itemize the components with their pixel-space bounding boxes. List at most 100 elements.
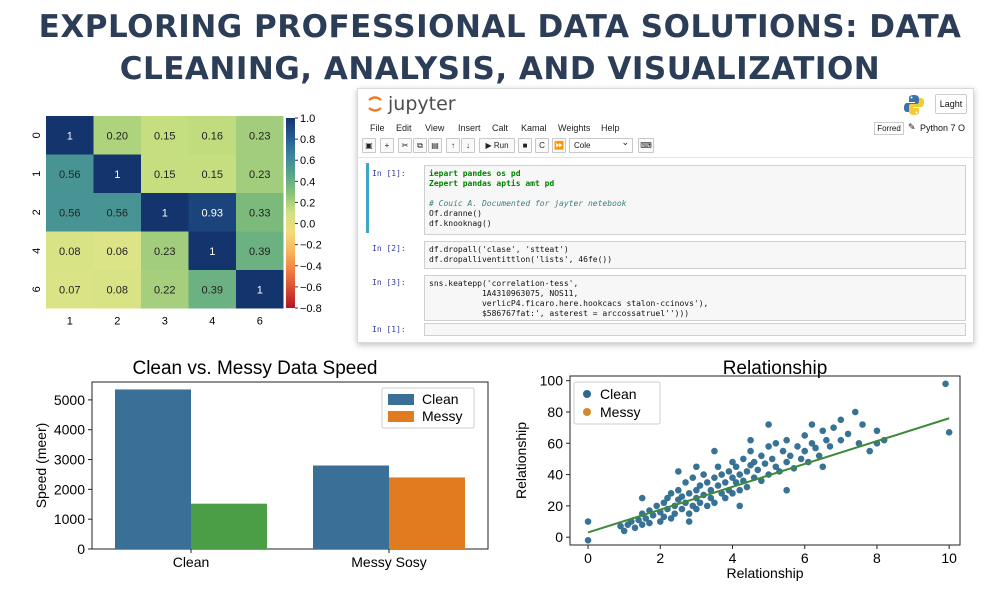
menu-view[interactable]: View — [425, 123, 445, 133]
scatter-point — [703, 502, 711, 510]
jupyter-logo-icon — [368, 96, 382, 112]
code-line: Zepert pandas aptis amt pd — [429, 179, 555, 188]
heatmap-value-label: 0.15 — [154, 169, 175, 181]
heatmap-cell — [141, 231, 189, 270]
code-input[interactable] — [424, 323, 966, 336]
heatmap-cell — [188, 154, 236, 193]
scatter-point — [844, 430, 852, 438]
move-down-icon[interactable]: ↓ — [461, 138, 475, 153]
scatter-x-tick-label: 10 — [941, 550, 957, 566]
menu-file[interactable]: File — [370, 123, 385, 133]
scatter-point — [743, 483, 751, 491]
code-input[interactable]: sns.keatepp('correlation-tess', 1A431096… — [424, 275, 966, 321]
colorbar-tick-label: 0.2 — [300, 197, 315, 209]
scatter-point — [638, 521, 646, 528]
colorbar-tick-label: 0.0 — [300, 219, 315, 231]
scatter-point — [823, 436, 830, 444]
scatter-point — [826, 443, 834, 450]
scatter-point — [772, 439, 780, 447]
colorbar-tick-label: 0.4 — [300, 176, 315, 188]
menu-cell[interactable]: Calt — [492, 123, 509, 133]
colorbar-tick-label: 0.6 — [300, 155, 315, 167]
fast-forward-icon[interactable]: ⏩ — [552, 138, 566, 153]
scatter-point — [707, 494, 715, 502]
scatter-point — [721, 479, 729, 486]
colorbar — [286, 118, 295, 308]
cell-prompt: In [1]: — [372, 325, 406, 334]
add-cell-icon[interactable]: + — [380, 138, 394, 153]
stop-icon[interactable]: ■ — [518, 138, 532, 153]
scatter-point — [707, 486, 715, 494]
scatter-point — [743, 468, 751, 475]
heatmap-value-label: 0.56 — [59, 169, 80, 181]
scatter-point — [779, 447, 787, 455]
scatter-point — [819, 427, 827, 435]
copy-icon[interactable]: ⧉ — [413, 138, 427, 153]
logout-button[interactable]: Laght — [935, 94, 967, 114]
jupyter-toolbar: ▣ + ✂ ⧉ ▤ ↑ ↓ ▶ Run ■ C ⏩ Cole ⌨ — [358, 136, 973, 155]
scatter-point — [685, 510, 693, 518]
scatter-point — [631, 524, 639, 532]
menu-insert[interactable]: Insert — [458, 123, 481, 133]
page-title-line-1: EXPLORING PROFESSIONAL DATA SOLUTIONS: D… — [38, 9, 962, 45]
scatter-point — [855, 439, 863, 447]
scatter-point — [584, 518, 592, 525]
page-title: EXPLORING PROFESSIONAL DATA SOLUTIONS: D… — [0, 6, 1000, 132]
scatter-point — [729, 474, 736, 482]
code-line: 1A4310963075, NOS11, — [429, 289, 579, 298]
scatter-point — [750, 458, 758, 466]
scatter-x-tick-label: 2 — [656, 550, 664, 566]
run-button[interactable]: ▶ Run — [479, 138, 515, 153]
menu-kernel[interactable]: Kamal — [521, 123, 547, 133]
keyboard-icon[interactable]: ⌨ — [638, 138, 654, 153]
fit-line — [587, 417, 950, 534]
heatmap-value-label: 0.22 — [154, 284, 175, 296]
scatter-point — [646, 519, 653, 527]
heatmap-col-label: 2 — [114, 316, 120, 328]
heatmap-value-label: 0.23 — [249, 130, 270, 142]
scatter-point — [942, 380, 949, 388]
heatmap-cell — [188, 270, 236, 309]
cut-icon[interactable]: ✂ — [398, 138, 412, 153]
code-input[interactable]: iepart pandes os pd Zepert pandas aptis … — [424, 165, 966, 235]
scatter-point — [772, 463, 780, 471]
code-line: df.knooknag() — [429, 219, 492, 228]
colorbar-tick-label: −0.8 — [300, 303, 322, 315]
menu-help[interactable]: Help — [601, 123, 620, 133]
colorbar-tick-label: 0.8 — [300, 134, 315, 146]
code-line: sns.keatepp('correlation-tess', — [429, 279, 579, 288]
save-icon[interactable]: ▣ — [362, 138, 376, 153]
legend-swatch — [388, 394, 414, 405]
paste-icon[interactable]: ▤ — [428, 138, 442, 153]
cell-type-select[interactable]: Cole — [569, 136, 633, 153]
heatmap-value-label: 1 — [114, 169, 120, 181]
heatmap-cell — [188, 116, 236, 155]
heatmap-value-label: 0.15 — [202, 169, 223, 181]
scatter-point — [696, 499, 704, 507]
scatter-point — [859, 421, 866, 428]
heatmap-cell — [93, 270, 141, 309]
scatter-point — [873, 427, 881, 435]
heatmap-value-label: 0.23 — [154, 246, 175, 258]
scatter-point — [758, 452, 765, 460]
heatmap-cell — [141, 193, 189, 232]
scatter-point — [837, 436, 845, 444]
code-line: df.dropall('clase', 'stteat') — [429, 245, 569, 254]
move-up-icon[interactable]: ↑ — [446, 138, 460, 153]
scatter-point — [685, 490, 693, 497]
code-input[interactable]: df.dropall('clase', 'stteat') df.dropall… — [424, 241, 966, 269]
cell-prompt: In [1]: — [372, 169, 406, 178]
jupyter-app-name: jupyter — [388, 93, 456, 115]
bar-y-tick-label: 1000 — [54, 511, 85, 527]
pencil-icon[interactable]: ✎ — [908, 122, 916, 132]
active-cell-indicator — [366, 163, 369, 233]
heatmap-cell — [93, 154, 141, 193]
menu-widgets[interactable]: Weights — [558, 123, 591, 133]
scatter-point — [736, 486, 744, 494]
heatmap-cell — [46, 270, 94, 309]
legend-swatch — [388, 411, 414, 422]
scatter-point — [656, 518, 664, 525]
restart-icon[interactable]: C — [535, 138, 549, 153]
scatter-point — [714, 482, 722, 489]
menu-edit[interactable]: Edit — [396, 123, 412, 133]
